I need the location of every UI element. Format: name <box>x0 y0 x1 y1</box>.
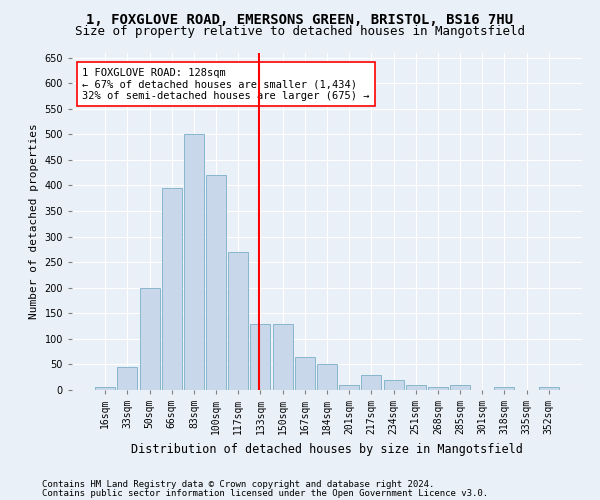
Bar <box>339 385 359 390</box>
Text: 1, FOXGLOVE ROAD, EMERSONS GREEN, BRISTOL, BS16 7HU: 1, FOXGLOVE ROAD, EMERSONS GREEN, BRISTO… <box>86 12 514 26</box>
X-axis label: Distribution of detached houses by size in Mangotsfield: Distribution of detached houses by size … <box>131 442 523 456</box>
Bar <box>206 175 226 390</box>
Bar <box>95 388 115 390</box>
Bar <box>272 324 293 390</box>
Bar <box>494 388 514 390</box>
Bar <box>428 388 448 390</box>
Bar <box>450 385 470 390</box>
Bar <box>140 288 160 390</box>
Bar <box>184 134 204 390</box>
Bar <box>162 188 182 390</box>
Text: Contains public sector information licensed under the Open Government Licence v3: Contains public sector information licen… <box>42 489 488 498</box>
Bar <box>118 367 137 390</box>
Text: Size of property relative to detached houses in Mangotsfield: Size of property relative to detached ho… <box>75 25 525 38</box>
Y-axis label: Number of detached properties: Number of detached properties <box>29 124 39 319</box>
Bar <box>383 380 404 390</box>
Text: 1 FOXGLOVE ROAD: 128sqm
← 67% of detached houses are smaller (1,434)
32% of semi: 1 FOXGLOVE ROAD: 128sqm ← 67% of detache… <box>82 68 370 101</box>
Bar <box>295 357 315 390</box>
Bar <box>250 324 271 390</box>
Bar <box>228 252 248 390</box>
Bar <box>361 374 382 390</box>
Text: Contains HM Land Registry data © Crown copyright and database right 2024.: Contains HM Land Registry data © Crown c… <box>42 480 434 489</box>
Bar <box>317 364 337 390</box>
Bar <box>539 388 559 390</box>
Bar <box>406 385 426 390</box>
